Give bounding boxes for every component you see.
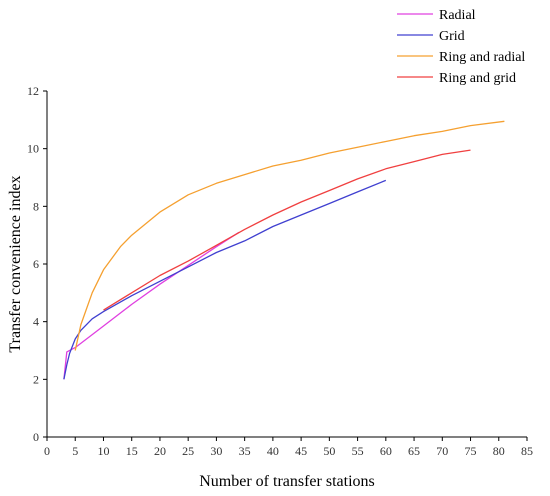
x-tick-label: 50 bbox=[323, 444, 335, 458]
x-tick-label: 65 bbox=[408, 444, 420, 458]
y-tick-label: 10 bbox=[27, 142, 39, 156]
x-tick-label: 75 bbox=[465, 444, 477, 458]
x-tick-label: 85 bbox=[521, 444, 533, 458]
x-tick-label: 35 bbox=[239, 444, 251, 458]
y-tick-label: 4 bbox=[33, 315, 39, 329]
x-tick-label: 55 bbox=[352, 444, 364, 458]
y-tick-label: 8 bbox=[33, 199, 39, 213]
x-tick-label: 30 bbox=[210, 444, 222, 458]
x-tick-label: 70 bbox=[436, 444, 448, 458]
series-line-grid bbox=[64, 180, 386, 379]
legend-label-ring-and-radial: Ring and radial bbox=[439, 50, 525, 65]
y-tick-label: 6 bbox=[33, 257, 39, 271]
x-tick-label: 5 bbox=[72, 444, 78, 458]
x-tick-label: 25 bbox=[182, 444, 194, 458]
series-line-ring-and-grid bbox=[104, 150, 471, 310]
x-tick-label: 10 bbox=[97, 444, 109, 458]
y-tick-label: 0 bbox=[33, 430, 39, 444]
x-axis-title: Number of transfer stations bbox=[199, 473, 375, 490]
series-line-ring-and-radial bbox=[75, 121, 504, 350]
x-tick-label: 60 bbox=[380, 444, 392, 458]
legend: Radial Grid Ring and radial Ring and grid bbox=[397, 8, 525, 86]
x-tick-label: 45 bbox=[295, 444, 307, 458]
x-tick-label: 80 bbox=[493, 444, 505, 458]
x-tick-label: 40 bbox=[267, 444, 279, 458]
legend-label-grid: Grid bbox=[439, 29, 465, 44]
x-tick-label: 0 bbox=[44, 444, 50, 458]
legend-label-radial: Radial bbox=[439, 8, 476, 23]
y-tick-label: 12 bbox=[27, 84, 39, 98]
plot-area bbox=[64, 121, 505, 379]
y-tick-label: 2 bbox=[33, 372, 39, 386]
y-axis-title: Transfer convenience index bbox=[7, 175, 24, 352]
legend-label-ring-and-grid: Ring and grid bbox=[439, 71, 516, 86]
x-tick-label: 15 bbox=[126, 444, 138, 458]
x-tick-label: 20 bbox=[154, 444, 166, 458]
